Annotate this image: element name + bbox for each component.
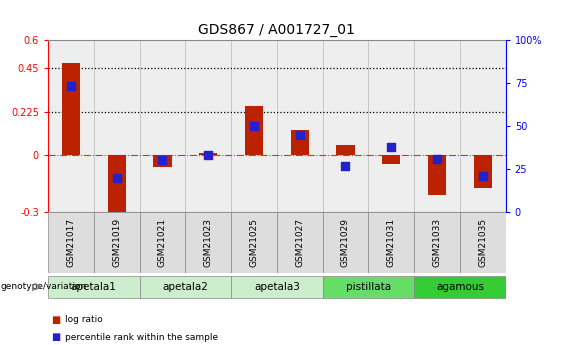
- Text: GSM21021: GSM21021: [158, 218, 167, 267]
- Text: ■: ■: [51, 332, 60, 342]
- FancyBboxPatch shape: [231, 276, 323, 298]
- Text: log ratio: log ratio: [65, 315, 103, 324]
- Point: [203, 152, 212, 158]
- FancyBboxPatch shape: [460, 212, 506, 273]
- Text: GSM21031: GSM21031: [387, 218, 396, 267]
- Text: apetala3: apetala3: [254, 282, 300, 292]
- FancyBboxPatch shape: [140, 212, 185, 273]
- FancyBboxPatch shape: [185, 212, 231, 273]
- FancyBboxPatch shape: [323, 276, 414, 298]
- Bar: [153, 155, 172, 167]
- Point: [478, 173, 487, 179]
- FancyBboxPatch shape: [414, 276, 506, 298]
- FancyBboxPatch shape: [414, 212, 460, 273]
- Text: GSM21029: GSM21029: [341, 218, 350, 267]
- Text: GSM21025: GSM21025: [250, 218, 258, 267]
- Point: [158, 158, 167, 163]
- Text: genotype/variation: genotype/variation: [1, 282, 87, 291]
- Point: [387, 144, 396, 149]
- Bar: [62, 63, 80, 155]
- Point: [433, 156, 442, 161]
- Text: GSM21019: GSM21019: [112, 218, 121, 267]
- FancyBboxPatch shape: [48, 276, 140, 298]
- FancyBboxPatch shape: [323, 212, 368, 273]
- Text: ■: ■: [51, 315, 60, 325]
- Bar: [199, 153, 218, 155]
- FancyBboxPatch shape: [231, 212, 277, 273]
- Point: [67, 83, 76, 89]
- Point: [250, 123, 259, 129]
- Point: [295, 132, 304, 137]
- Text: apetala1: apetala1: [71, 282, 117, 292]
- Text: GSM21017: GSM21017: [67, 218, 75, 267]
- Text: percentile rank within the sample: percentile rank within the sample: [65, 333, 218, 342]
- Bar: [473, 155, 492, 188]
- Title: GDS867 / A001727_01: GDS867 / A001727_01: [198, 23, 355, 37]
- Bar: [107, 155, 126, 216]
- Bar: [245, 106, 263, 155]
- FancyBboxPatch shape: [48, 212, 94, 273]
- Text: GSM21027: GSM21027: [295, 218, 304, 267]
- Point: [112, 175, 121, 180]
- FancyBboxPatch shape: [277, 212, 323, 273]
- Bar: [382, 155, 401, 164]
- Point: [341, 163, 350, 168]
- FancyBboxPatch shape: [94, 212, 140, 273]
- FancyBboxPatch shape: [368, 212, 414, 273]
- FancyBboxPatch shape: [140, 276, 231, 298]
- Text: agamous: agamous: [436, 282, 484, 292]
- Bar: [336, 145, 355, 155]
- Text: apetala2: apetala2: [162, 282, 208, 292]
- Text: GSM21023: GSM21023: [204, 218, 212, 267]
- Bar: [290, 130, 309, 155]
- Text: GSM21033: GSM21033: [433, 218, 441, 267]
- Text: pistillata: pistillata: [346, 282, 391, 292]
- Bar: [428, 155, 446, 195]
- Text: GSM21035: GSM21035: [479, 218, 487, 267]
